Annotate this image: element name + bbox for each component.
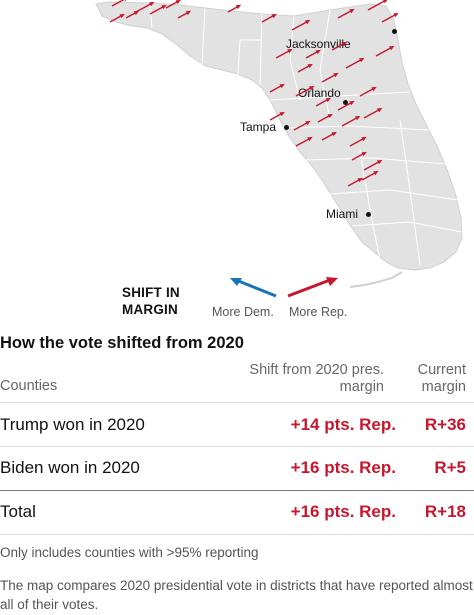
city-label-jacksonville: Jacksonville bbox=[286, 37, 351, 51]
rep-shift-arrow bbox=[331, 41, 347, 51]
city-marker-miami bbox=[366, 212, 371, 217]
row-name: Biden won in 2020 bbox=[0, 458, 140, 477]
legend-rep-label: More Rep. bbox=[289, 305, 348, 319]
legend-dem-label: More Dem. bbox=[212, 305, 274, 319]
city-label-miami: Miami bbox=[326, 207, 358, 221]
rep-shift-arrow bbox=[125, 10, 140, 19]
rep-shift-arrow bbox=[297, 63, 313, 73]
rep-shift-arrow bbox=[351, 151, 367, 161]
table-row: Biden won in 2020 +16 pts. Rep. R+5 bbox=[0, 453, 474, 483]
reporting-note: Only includes counties with >95% reporti… bbox=[0, 545, 259, 560]
rep-shift-arrow bbox=[359, 86, 377, 97]
rep-shift-arrow bbox=[165, 0, 181, 9]
rep-shift-arrow bbox=[345, 57, 365, 69]
city-marker-orlando bbox=[343, 100, 348, 105]
row-margin: R+36 bbox=[424, 415, 466, 434]
total-rule bbox=[0, 490, 474, 491]
florida-keys bbox=[349, 271, 403, 288]
caption: The map compares 2020 presidential vote … bbox=[0, 578, 473, 612]
row-rule bbox=[0, 446, 474, 447]
table-row-total: Total +16 pts. Rep. R+18 bbox=[0, 497, 474, 527]
rep-shift-arrow bbox=[363, 159, 383, 171]
rep-shift-arrow bbox=[295, 85, 315, 97]
total-margin: R+18 bbox=[424, 502, 466, 521]
row-name: Trump won in 2020 bbox=[0, 415, 145, 434]
rep-shift-arrow bbox=[381, 12, 399, 23]
table-row: Trump won in 2020 +14 pts. Rep. R+36 bbox=[0, 410, 474, 440]
rep-shift-arrow bbox=[275, 48, 293, 59]
rep-shift-arrow bbox=[337, 100, 355, 111]
florida-land bbox=[95, 1, 463, 271]
rep-shift-arrow bbox=[177, 10, 192, 19]
rep-shift-arrow bbox=[363, 107, 383, 119]
rep-shift-arrow bbox=[261, 13, 277, 23]
bottom-rule bbox=[0, 534, 474, 535]
total-shift: +16 pts. Rep. bbox=[290, 502, 396, 521]
rep-shift-arrow bbox=[315, 97, 331, 107]
rep-shift-arrow bbox=[135, 1, 155, 13]
rep-shift-arrow bbox=[295, 136, 313, 147]
rep-shift-arrow bbox=[269, 83, 285, 93]
rep-shift-arrow bbox=[149, 4, 167, 15]
shift-arrows bbox=[109, 0, 399, 187]
rep-shift-arrow bbox=[227, 4, 242, 13]
header-counties: Counties bbox=[0, 378, 58, 394]
county-borders bbox=[149, 2, 463, 266]
rep-shift-arrow bbox=[321, 131, 337, 141]
row-shift: +14 pts. Rep. bbox=[290, 415, 396, 434]
rep-shift-arrow bbox=[349, 136, 367, 147]
rep-shift-arrow bbox=[367, 0, 388, 11]
rep-shift-arrow bbox=[291, 19, 311, 31]
legend-arrows bbox=[230, 277, 338, 298]
row-shift: +16 pts. Rep. bbox=[290, 458, 396, 477]
header-rule bbox=[0, 402, 474, 403]
rep-shift-arrow bbox=[111, 0, 127, 7]
florida-shift-map bbox=[95, 1, 463, 288]
row-margin: R+5 bbox=[434, 458, 466, 477]
header-current-margin: Current margin bbox=[417, 362, 466, 395]
rep-shift-arrow bbox=[269, 111, 285, 121]
rep-shift-arrow bbox=[375, 45, 395, 57]
rep-shift-arrow bbox=[317, 113, 333, 123]
rep-shift-arrow bbox=[321, 72, 339, 83]
legend-title: SHIFT IN MARGIN bbox=[122, 285, 180, 317]
city-label-tampa: Tampa bbox=[240, 120, 277, 134]
rep-shift-arrow bbox=[293, 120, 311, 131]
rep-shift-arrow bbox=[347, 177, 363, 187]
rep-shift-arrow bbox=[361, 170, 379, 181]
rep-shift-arrow bbox=[341, 115, 361, 127]
table-title: How the vote shifted from 2020 bbox=[0, 334, 244, 352]
header-shift: Shift from 2020 pres. margin bbox=[249, 362, 384, 395]
rep-shift-arrow bbox=[305, 49, 321, 59]
rep-arrow-head bbox=[326, 277, 338, 286]
rep-shift-arrow bbox=[337, 8, 355, 19]
dem-arrow-head bbox=[230, 278, 242, 286]
city-marker-jacksonville bbox=[392, 29, 397, 34]
city-marker-tampa bbox=[284, 125, 289, 130]
total-name: Total bbox=[0, 502, 36, 521]
rep-shift-arrow bbox=[109, 13, 125, 23]
